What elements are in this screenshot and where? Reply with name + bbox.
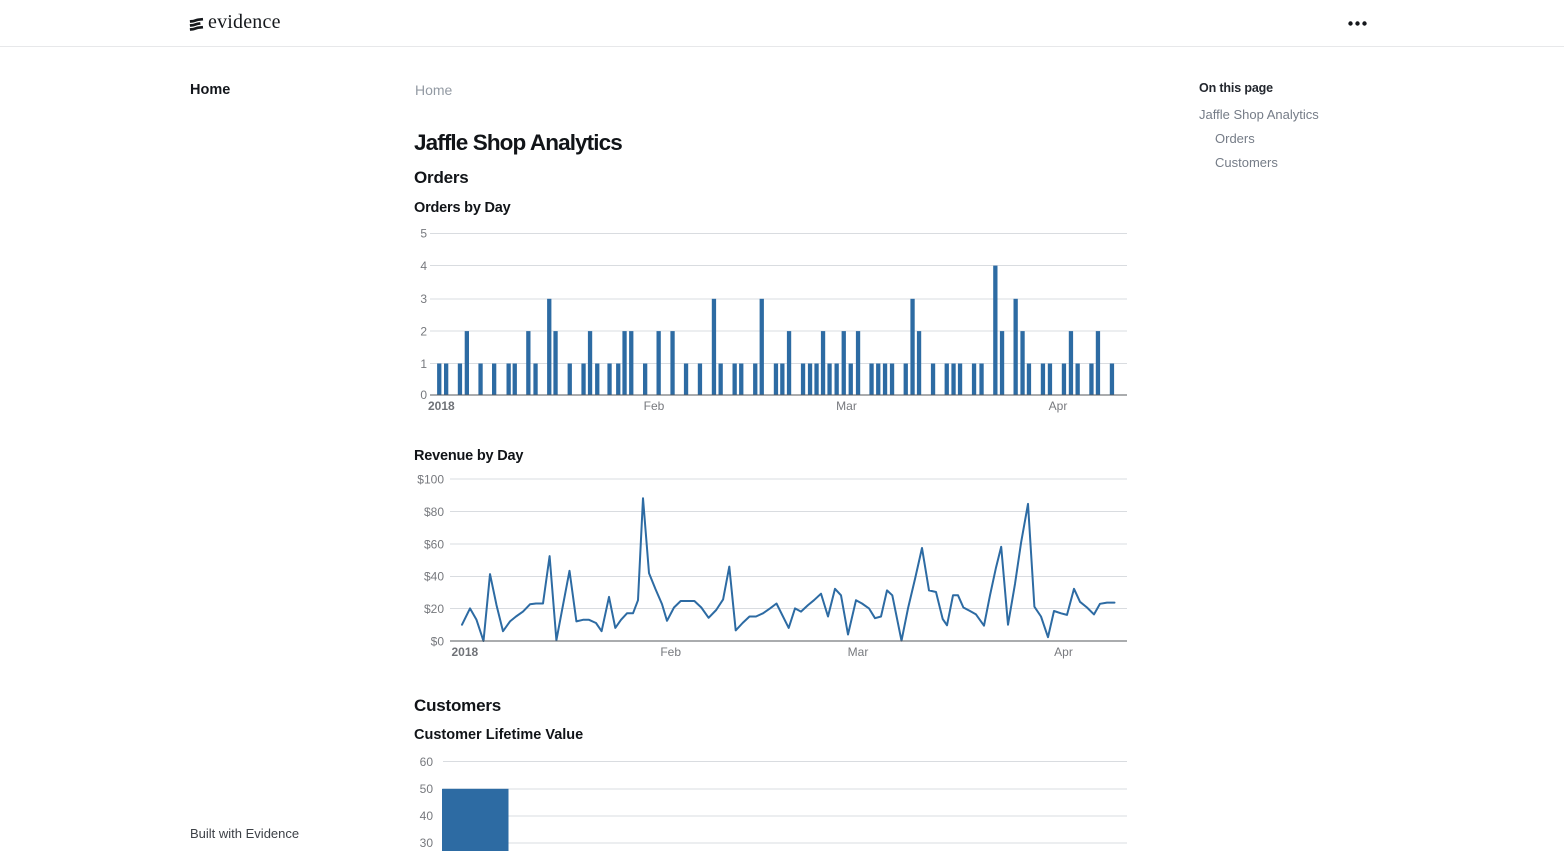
svg-text:Mar: Mar (836, 399, 857, 413)
svg-text:2018: 2018 (452, 645, 479, 659)
svg-text:$20: $20 (424, 602, 444, 616)
svg-text:Mar: Mar (848, 645, 869, 659)
svg-text:4: 4 (420, 259, 427, 273)
svg-text:$0: $0 (431, 634, 445, 648)
svg-text:Feb: Feb (644, 399, 665, 413)
svg-text:30: 30 (420, 836, 434, 850)
svg-text:Feb: Feb (660, 645, 681, 659)
svg-text:1: 1 (420, 357, 427, 371)
svg-text:5: 5 (420, 227, 427, 241)
svg-text:2018: 2018 (428, 399, 455, 413)
svg-text:60: 60 (420, 755, 434, 769)
svg-text:40: 40 (420, 809, 434, 823)
svg-text:3: 3 (420, 292, 427, 306)
svg-text:$100: $100 (417, 473, 444, 487)
svg-text:Apr: Apr (1049, 399, 1068, 413)
svg-text:$40: $40 (424, 570, 444, 584)
svg-text:50: 50 (420, 782, 434, 796)
svg-text:$60: $60 (424, 537, 444, 551)
svg-text:0: 0 (420, 388, 427, 402)
svg-text:Apr: Apr (1054, 645, 1073, 659)
svg-text:$80: $80 (424, 505, 444, 519)
svg-text:2: 2 (420, 324, 427, 338)
